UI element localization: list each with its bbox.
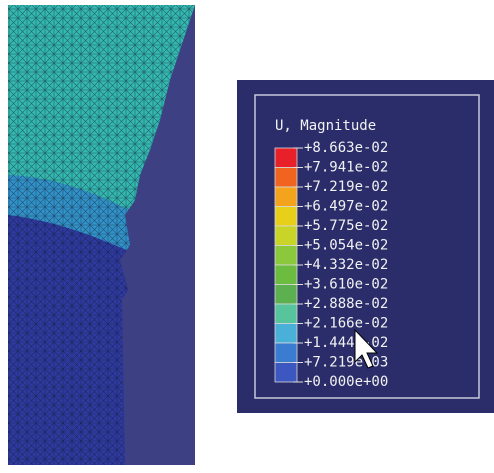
screenshot: U, Magnitude +8.663e-02 +7.941e-02 +7.219e… — [0, 0, 494, 469]
legend-label: +7.941e-02 — [304, 160, 388, 176]
legend-label: +6.497e-02 — [304, 199, 388, 215]
legend-label: +1.444e-02 — [304, 335, 388, 351]
color-band — [275, 168, 297, 188]
color-band — [275, 363, 297, 383]
legend-label: +5.054e-02 — [304, 238, 388, 254]
legend-label: +4.332e-02 — [304, 257, 388, 273]
color-band — [275, 343, 297, 363]
legend-label: +7.219e-03 — [304, 355, 388, 371]
color-band — [275, 265, 297, 285]
color-band — [275, 304, 297, 324]
legend-label: +3.610e-02 — [304, 277, 388, 293]
legend-label: +0.000e+00 — [304, 374, 388, 390]
legend-label: +5.775e-02 — [304, 218, 388, 234]
color-band — [275, 187, 297, 207]
color-band — [275, 148, 297, 168]
legend-label: +2.166e-02 — [304, 316, 388, 332]
legend-label: +2.888e-02 — [304, 296, 388, 312]
color-band — [275, 226, 297, 246]
legend-title: U, Magnitude — [275, 118, 376, 134]
color-band — [275, 324, 297, 344]
color-band — [275, 285, 297, 305]
legend-label: +7.219e-02 — [304, 179, 388, 195]
legend-label: +8.663e-02 — [304, 140, 388, 156]
color-band — [275, 207, 297, 227]
color-band — [275, 246, 297, 266]
